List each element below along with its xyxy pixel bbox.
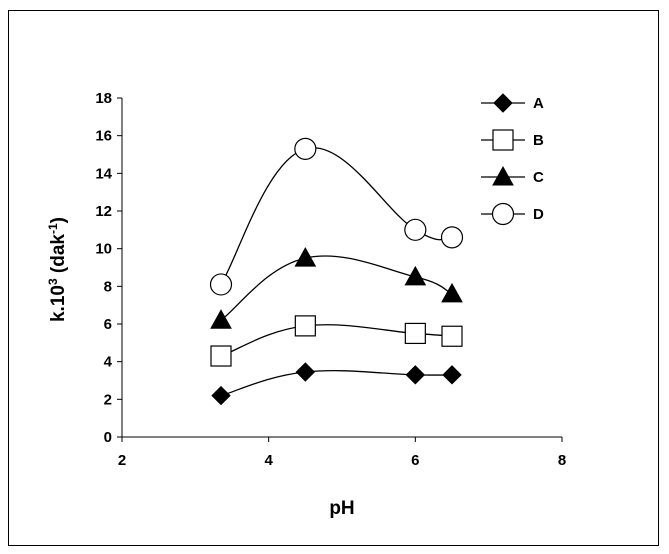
series-b xyxy=(210,315,463,367)
legend-label: D xyxy=(533,206,544,223)
data-point xyxy=(441,325,463,347)
y-tick-label: 10 xyxy=(95,241,112,258)
y-tick-label: 12 xyxy=(95,203,112,220)
legend-label: C xyxy=(533,169,544,186)
series-c xyxy=(210,247,463,329)
y-tick-label: 8 xyxy=(104,278,112,295)
data-point xyxy=(404,218,427,241)
legend-item-c: C xyxy=(481,165,544,186)
series-d xyxy=(209,137,464,296)
data-point xyxy=(404,322,426,345)
legend-item-a: A xyxy=(481,93,544,113)
series-line xyxy=(220,324,453,357)
legend-item-d: D xyxy=(481,202,544,226)
y-tick-label: 2 xyxy=(104,391,112,408)
data-point xyxy=(441,282,463,303)
data-point xyxy=(210,345,232,367)
series-layer xyxy=(209,137,464,406)
x-tick-label: 8 xyxy=(558,452,566,469)
x-tick-label: 6 xyxy=(411,452,419,469)
y-axis-title-close: ) xyxy=(48,217,69,223)
legend-marker xyxy=(492,129,514,151)
y-tick-label: 14 xyxy=(95,165,112,182)
y-tick-label: 16 xyxy=(95,128,112,145)
y-axis-title-unit: (dak xyxy=(48,234,69,279)
series-line xyxy=(220,147,453,285)
data-point xyxy=(294,315,316,337)
series-line xyxy=(220,255,453,321)
x-tick-label: 4 xyxy=(264,452,273,469)
legend-label: A xyxy=(533,95,544,112)
data-point xyxy=(405,365,426,385)
legend-marker xyxy=(491,202,515,226)
data-point xyxy=(404,265,427,286)
legend-marker xyxy=(492,165,514,186)
data-point xyxy=(294,137,317,160)
legend: A B C D xyxy=(481,93,544,226)
data-point xyxy=(294,247,317,267)
data-point xyxy=(210,309,232,329)
data-point xyxy=(295,362,316,382)
y-axis-title: k.103 (dak-1) xyxy=(46,217,69,322)
data-point xyxy=(211,385,231,406)
y-tick-label: 0 xyxy=(104,429,112,446)
x-tick-label: 2 xyxy=(118,452,126,469)
legend-marker xyxy=(493,93,513,113)
series-a xyxy=(211,362,462,406)
y-tick-label: 4 xyxy=(104,354,113,371)
legend-item-b: B xyxy=(481,129,544,151)
y-axis-title-unit-sup: -1 xyxy=(46,223,60,234)
series-line xyxy=(220,370,453,397)
data-point xyxy=(209,273,233,296)
y-tick-label: 6 xyxy=(104,316,112,333)
y-axis-title-sup: 3 xyxy=(46,278,60,285)
data-point xyxy=(442,365,462,385)
data-point xyxy=(440,226,464,249)
legend-label: B xyxy=(533,132,544,149)
x-axis-title: pH xyxy=(329,498,354,519)
y-axis-title-main: k.10 xyxy=(48,285,69,322)
y-tick-label: 18 xyxy=(95,90,112,107)
